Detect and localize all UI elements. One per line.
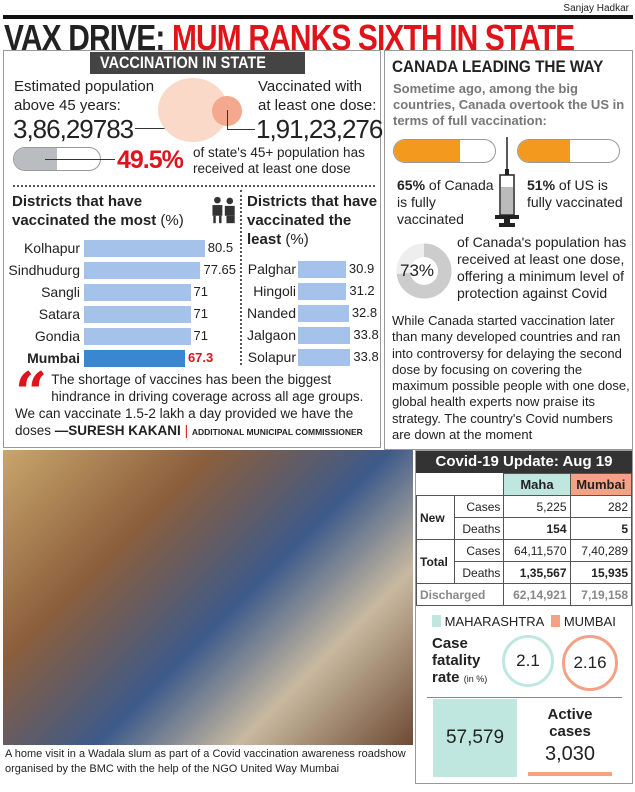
table-row: New Cases 5,225 282 [415, 495, 633, 540]
bar-label: Satara [38, 306, 80, 322]
covid-table: Maha Mumbai New Cases 5,225 282 Deaths 154 5 T… [415, 473, 633, 606]
syringe-icon [495, 137, 519, 227]
most-title: Districts that have vaccinated the most … [12, 193, 184, 229]
bar-value: 31.2 [349, 283, 375, 298]
bar-label: Solapur [247, 349, 296, 365]
quote-icon: “ [15, 360, 48, 426]
canada-progress-bar [393, 139, 496, 163]
photo-home-visit [3, 450, 413, 745]
bar-value: 30.9 [348, 261, 375, 276]
bar-kolhapur [84, 240, 205, 257]
active-mumbai: 3,030 [544, 743, 596, 765]
bar-nanded [298, 305, 349, 322]
vaccinated-value: 1,91,23,276 [256, 114, 383, 144]
canada-panel [384, 50, 633, 450]
bar-label: Hingoli [253, 283, 296, 299]
photo-caption: A home visit in a Wadala slum as part of… [5, 748, 406, 775]
bar-value: 33.8 [353, 349, 379, 364]
state-percent-text: of state's 45+ population has received a… [193, 145, 365, 176]
divider [240, 190, 242, 365]
progress-fill [14, 148, 57, 170]
covid-title: Covid-19 Update: Aug 19 [416, 451, 632, 473]
bar-satara [84, 306, 191, 323]
bar-palghar [298, 261, 346, 278]
bar-mumbai [84, 350, 185, 367]
col-maha: Maha [503, 473, 571, 496]
population-value: 3,86,29783 [13, 114, 134, 144]
cfr-mumbai: 2.16 [562, 635, 618, 691]
headline-black: VAX DRIVE: [4, 17, 165, 58]
bar-value: 32.8 [351, 305, 378, 320]
canada-body: While Canada started vaccination later t… [392, 313, 630, 443]
table-row: Deaths 1,35,567 15,935 [417, 561, 633, 584]
bar-label: Sangli [41, 284, 80, 300]
progress-fill [518, 140, 570, 162]
bar-label: Gondia [34, 328, 80, 344]
canada-stat: 65% of Canada is fully vaccinated [397, 177, 494, 227]
bar-value: 77.65 [203, 262, 237, 277]
section-tag: VACCINATION IN STATE [90, 52, 306, 74]
canada-title: CANADA LEADING THE WAY [392, 57, 604, 76]
divider [13, 185, 375, 187]
headline: VAX DRIVE: MUM RANKS SIXTH IN STATE [4, 17, 575, 59]
bar-sangli [84, 284, 191, 301]
one-dose-donut [396, 243, 452, 299]
covid-update-panel [415, 450, 633, 784]
one-dose-percent: 73% [400, 261, 435, 280]
legend-swatch-maha [432, 615, 441, 627]
leader-line [135, 128, 190, 129]
population-label: Estimated population above 45 years: [14, 78, 155, 114]
progress-fill [394, 140, 460, 162]
vaccinated-label: Vaccinated with at least one dose: [258, 78, 377, 114]
state-panel [3, 50, 381, 448]
bar-label: Sindhudurg [8, 262, 80, 278]
bar-hingoli [298, 283, 347, 300]
table-row: Discharged 62,14,921 7,19,158 [415, 583, 633, 606]
bar-sindhudurg [84, 262, 201, 279]
canada-intro: Sometime ago, among the big countries, C… [393, 81, 625, 128]
us-stat: 51% of US is fully vaccinated [527, 177, 623, 210]
col-mumbai: Mumbai [569, 473, 633, 496]
photo-credit: Sanjay Hadkar [563, 3, 629, 14]
bar-value: 71 [193, 306, 208, 321]
quote: “The shortage of vaccines has been the b… [15, 360, 364, 438]
bar-value: 33.8 [353, 327, 379, 342]
state-percent: 49.5% [117, 146, 184, 174]
bar-label: Nanded [246, 305, 296, 321]
legend-swatch-mumbai [551, 615, 561, 627]
bar-label: Kolhapur [23, 240, 80, 256]
least-title: Districts that have vaccinated the least… [247, 193, 378, 248]
us-progress-bar [517, 139, 620, 163]
bar-value: 67.3 [187, 350, 214, 365]
quote-role: ADDITIONAL MUNICIPAL COMMISSIONER [191, 427, 363, 437]
bar-solapur [298, 349, 351, 366]
bar-gondia [84, 328, 191, 345]
leader-line [45, 159, 115, 160]
vaccination-people-icon [212, 196, 235, 224]
active-maha: 57,579 [433, 699, 517, 777]
bar-label: Jalgaon [246, 327, 296, 343]
leader-line [227, 110, 255, 130]
cfr-label: Case fatality rate (in %) [432, 635, 488, 686]
one-dose-text: of Canada's population has received at l… [457, 234, 627, 301]
bar-value: 71 [193, 328, 208, 343]
quote-author: —SURESH KAKANI [54, 423, 181, 438]
bar-jalgaon [298, 327, 351, 344]
cfr-maha: 2.1 [502, 635, 554, 687]
bar-value: 80.5 [207, 240, 234, 255]
headline-red: MUM RANKS SIXTH IN STATE [171, 17, 575, 58]
table-row: Deaths 154 5 [417, 517, 633, 540]
active-mumbai-underline [528, 772, 612, 776]
bar-label: Palghar [247, 261, 296, 277]
active-label: Active cases [547, 706, 593, 740]
top-rule [3, 15, 633, 19]
divider [427, 697, 622, 698]
legend: MAHARASHTRA MUMBAI [432, 614, 616, 629]
bar-value: 71 [193, 284, 208, 299]
bar-label: Mumbai [27, 350, 80, 366]
table-row: Total Cases 64,11,570 7,40,289 [415, 539, 633, 584]
